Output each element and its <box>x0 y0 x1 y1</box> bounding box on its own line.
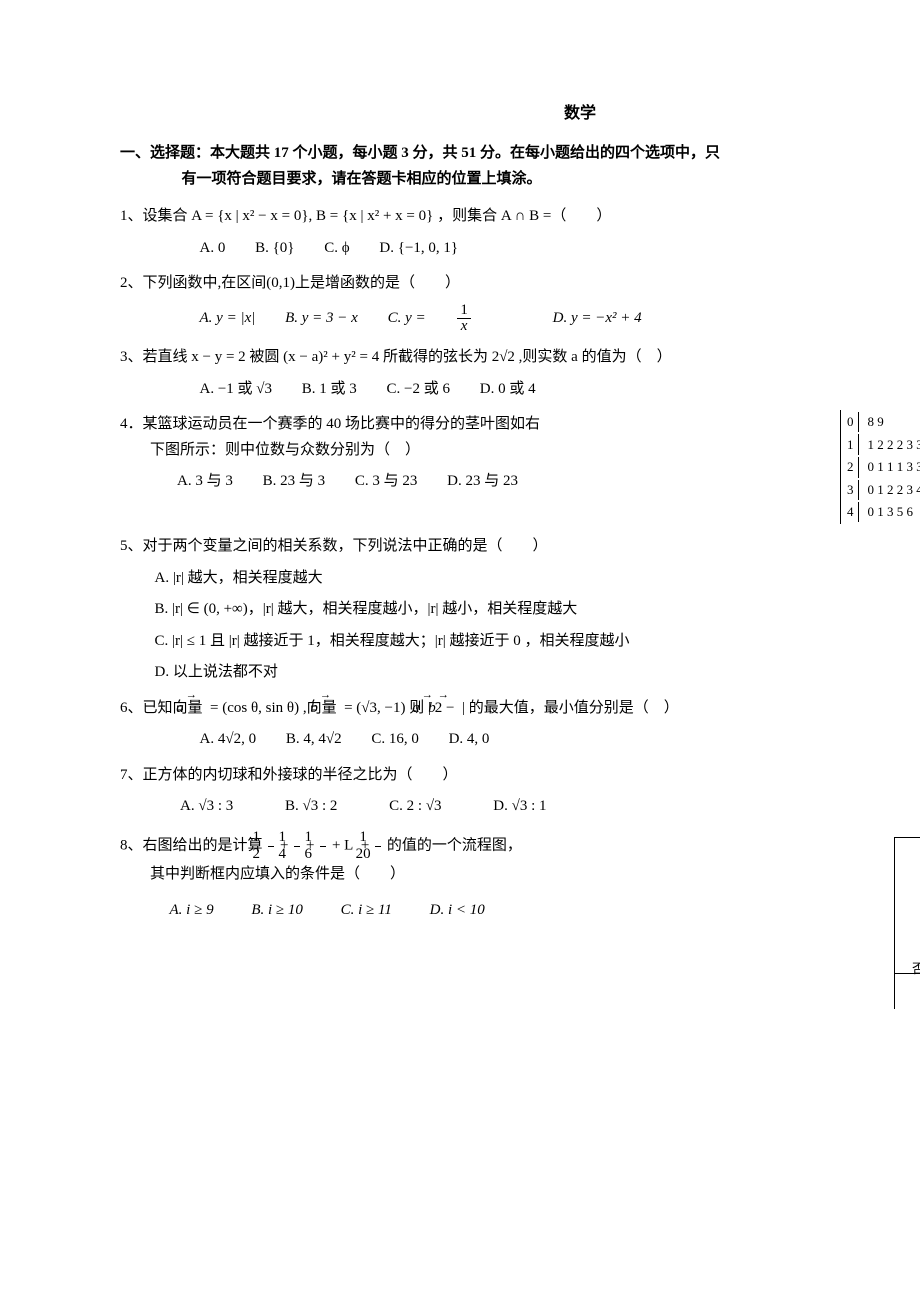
q1-opt-d: D. {−1, 0, 1} <box>379 240 458 256</box>
q2-choices: A. y = |x| B. y = 3 − x C. y = 1x D. y =… <box>120 303 920 336</box>
q1-opt-b: B. {0} <box>255 240 294 256</box>
q2-opt-a: A. y = |x| <box>200 310 256 326</box>
q7-opt-b: B. √3 : 2 <box>285 798 337 814</box>
q4-stem-l1: 4．某篮球运动员在一个赛季的 40 场比赛中的得分的茎叶图如右 <box>120 412 834 438</box>
q5-opt-b: B. |r| ∈ (0, +∞)，|r| 越大，相关程度越小，|r| 越小，相关… <box>120 597 920 623</box>
question-3: 3、若直线 x − y = 2 被圆 (x − a)² + y² = 4 所截得… <box>120 345 920 402</box>
stemleaf-row: 20 1 1 1 3 3 3 3 5 5 7 8 8共13个 <box>843 457 920 478</box>
q2-opt-c: C. y = 1x <box>388 310 523 326</box>
q5-choices: A. |r| 越大，相关程度越大 B. |r| ∈ (0, +∞)，|r| 越大… <box>120 566 920 686</box>
q8-opt-c: C. i ≥ 11 <box>341 902 392 918</box>
question-7: 7、正方体的内切球和外接球的半径之比为（ ） A. √3 : 3 B. √3 :… <box>120 763 920 820</box>
q4-opt-a: A. 3 与 3 <box>177 473 233 489</box>
q3-opt-b: B. 1 或 3 <box>302 381 357 397</box>
stemleaf-row: 30 1 2 2 3 4 4 8 9共9个 <box>843 480 920 501</box>
question-1: 1、设集合 A = {x | x² − x = 0}, B = {x | x² … <box>120 204 920 261</box>
q3-opt-a: A. −1 或 √3 <box>200 381 273 397</box>
q1-opt-a: A. 0 <box>200 240 226 256</box>
q7-choices: A. √3 : 3 B. √3 : 2 C. 2 : √3 D. √3 : 1 <box>120 794 920 820</box>
q8-stem: 8、右图给出的是计算 12 + 14 + 16 + L + 120 的值的一个流… <box>120 830 920 863</box>
q3-choices: A. −1 或 √3 B. 1 或 3 C. −2 或 6 D. 0 或 4 <box>120 377 920 403</box>
q1-choices: A. 0 B. {0} C. ϕ D. {−1, 0, 1} <box>120 236 920 262</box>
section-instructions: 一、选择题：本大题共 17 个小题，每小题 3 分，共 51 分。在每小题给出的… <box>120 141 920 192</box>
q6-opt-c: C. 16, 0 <box>371 731 419 747</box>
stemleaf-row: 40 1 3 5 6 <box>843 502 920 522</box>
q2-stem: 2、下列函数中,在区间(0,1)上是增函数的是（ ） <box>120 271 920 297</box>
q6-opt-a: A. 4√2, 0 <box>200 731 257 747</box>
instr-line2: 有一项符合题目要求，请在答题卡相应的位置上填涂。 <box>120 167 920 193</box>
q7-stem: 7、正方体的内切球和外接球的半径之比为（ ） <box>120 763 920 789</box>
q8-opt-a: A. i ≥ 9 <box>170 902 214 918</box>
q1-opt-c: C. ϕ <box>324 240 349 256</box>
question-8: 8、右图给出的是计算 12 + 14 + 16 + L + 120 的值的一个流… <box>120 830 920 924</box>
q6-opt-d: D. 4, 0 <box>449 731 490 747</box>
q4-stem-l2: 下图所示：则中位数与众数分别为（ ） <box>120 438 834 464</box>
q3-opt-c: C. −2 或 6 <box>387 381 450 397</box>
question-2: 2、下列函数中,在区间(0,1)上是增函数的是（ ） A. y = |x| B.… <box>120 271 920 335</box>
q5-opt-c: C. |r| ≤ 1 且 |r| 越接近于 1，相关程度越大；|r| 越接近于 … <box>120 629 920 655</box>
q6-choices: A. 4√2, 0 B. 4, 4√2 C. 16, 0 D. 4, 0 <box>120 727 920 753</box>
q4-opt-c: C. 3 与 23 <box>355 473 418 489</box>
q3-stem: 3、若直线 x − y = 2 被圆 (x − a)² + y² = 4 所截得… <box>120 345 920 371</box>
q2-opt-b: B. y = 3 − x <box>285 310 358 326</box>
stem-leaf-plot: 08 9 11 2 2 2 3 3 4 6 7 8 9共11个 20 1 1 1… <box>840 410 920 524</box>
q8-choices: A. i ≥ 9 B. i ≥ 10 C. i ≥ 11 D. i < 10 <box>120 898 920 924</box>
q5-opt-a: A. |r| 越大，相关程度越大 <box>120 566 920 592</box>
q7-opt-a: A. √3 : 3 <box>180 798 233 814</box>
q8-opt-b: B. i ≥ 10 <box>251 902 303 918</box>
q8-stem-l2: 其中判断框内应填入的条件是（ ） <box>120 862 920 888</box>
question-6: 6、已知向量 a = (cos θ, sin θ) ,向量 b = (√3, −… <box>120 696 920 753</box>
q1-stem: 1、设集合 A = {x | x² − x = 0}, B = {x | x² … <box>120 204 920 230</box>
q7-opt-d: D. √3 : 1 <box>493 798 546 814</box>
stemleaf-row: 08 9 <box>843 412 920 432</box>
question-5: 5、对于两个变量之间的相关系数，下列说法中正确的是（ ） A. |r| 越大，相… <box>120 534 920 686</box>
instr-line1: 一、选择题：本大题共 17 个小题，每小题 3 分，共 51 分。在每小题给出的… <box>120 141 920 167</box>
q4-choices: A. 3 与 3 B. 23 与 3 C. 3 与 23 D. 23 与 23 <box>120 469 834 495</box>
q5-stem: 5、对于两个变量之间的相关系数，下列说法中正确的是（ ） <box>120 534 920 560</box>
q4-opt-d: D. 23 与 23 <box>447 473 518 489</box>
q4-opt-b: B. 23 与 3 <box>263 473 326 489</box>
q8-opt-d: D. i < 10 <box>430 902 485 918</box>
q3-opt-d: D. 0 或 4 <box>480 381 536 397</box>
flowchart-label-no: 否 <box>912 958 920 980</box>
q6-stem: 6、已知向量 a = (cos θ, sin θ) ,向量 b = (√3, −… <box>120 696 920 722</box>
q5-opt-d: D. 以上说法都不对 <box>120 660 920 686</box>
q2-opt-d: D. y = −x² + 4 <box>553 310 642 326</box>
lower-region: 6、已知向量 a = (cos θ, sin θ) ,向量 b = (√3, −… <box>120 696 920 924</box>
flowchart: 开始 s : = 0 i : = 1 s := s + 12i i : = i+… <box>890 724 920 1094</box>
q6-opt-b: B. 4, 4√2 <box>286 731 342 747</box>
stemleaf-row: 11 2 2 2 3 3 4 6 7 8 9共11个 <box>843 434 920 455</box>
page-title: 数学 <box>120 100 920 127</box>
q7-opt-c: C. 2 : √3 <box>389 798 441 814</box>
question-4: 4．某篮球运动员在一个赛季的 40 场比赛中的得分的茎叶图如右 下图所示：则中位… <box>120 412 920 524</box>
